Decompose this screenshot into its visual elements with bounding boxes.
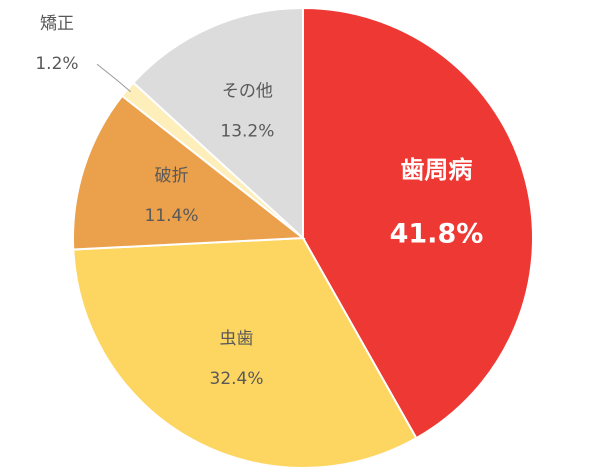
pie-slice: [131, 6, 304, 241]
value-label: 11.4%: [144, 206, 198, 226]
slice-label: 矯正: [40, 14, 74, 34]
value-label: 1.2%: [35, 54, 78, 74]
value-label: 13.2%: [220, 122, 274, 142]
leader-line: [96, 63, 132, 93]
pie-slice: [72, 94, 306, 251]
slice-label: 歯周病: [400, 156, 472, 184]
slice-label: 虫歯: [220, 329, 254, 349]
slice-label: 破折: [154, 166, 188, 186]
pie-slice: [72, 236, 418, 469]
value-label: 32.4%: [210, 369, 264, 389]
pie-slice: [302, 6, 534, 440]
slice-label: その他: [222, 82, 273, 102]
value-label: 41.8%: [390, 218, 484, 249]
